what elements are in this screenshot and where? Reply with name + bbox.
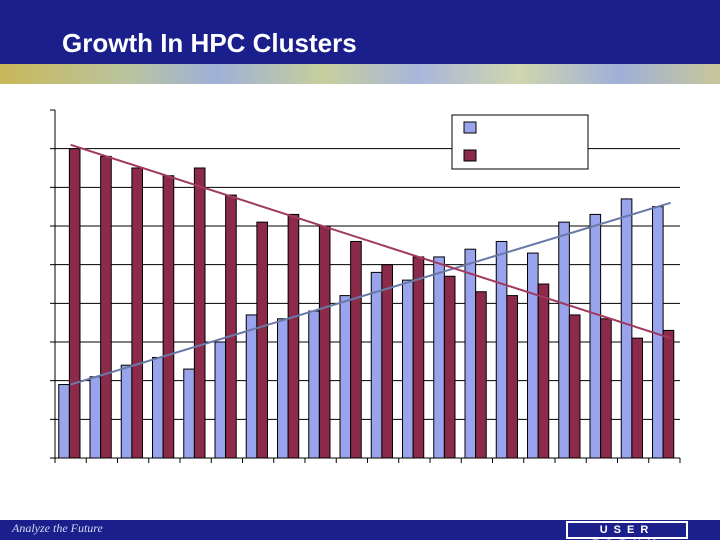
bar-series-1-4	[152, 356, 164, 459]
bar-series-1-12	[402, 279, 414, 459]
bar-series-2-8	[287, 213, 300, 459]
bar-series-1-15	[495, 240, 508, 459]
bar-series-1-8	[277, 318, 289, 459]
bar-series-2-6	[225, 194, 237, 459]
bar-series-2-20	[662, 329, 675, 459]
user-forum-logo: USER FORUM	[566, 521, 688, 550]
footer-bar: Analyze the Future USER FORUM	[0, 520, 720, 550]
bar-series-1-13	[433, 256, 445, 459]
bar-series-2-12	[412, 256, 425, 459]
bar-series-2-9	[318, 225, 331, 459]
bar-series-2-19	[631, 337, 643, 459]
bar-series-1-11	[370, 271, 383, 459]
footer-tagline: Analyze the Future	[12, 521, 103, 535]
bar-series-2-1	[68, 148, 81, 459]
trend-line-series-1	[70, 201, 671, 386]
bar-series-2-2	[100, 155, 112, 459]
chart-area	[0, 84, 720, 520]
bar-series-2-17	[568, 314, 581, 459]
bar-series-1-14	[464, 248, 477, 459]
bar-series-1-16	[527, 252, 539, 459]
bar-series-2-16	[537, 283, 550, 459]
decorative-stripe	[0, 64, 720, 84]
bar-series-2-4	[162, 175, 175, 459]
bar-series-1-7	[245, 314, 258, 459]
bar-series-2-3	[131, 167, 143, 459]
bar-series-1-9	[308, 310, 320, 459]
bar-series-2-14	[475, 291, 487, 459]
slide-title: Growth In HPC Clusters	[62, 28, 357, 58]
bar-series-1-3	[120, 364, 133, 459]
legend-swatch-series-1	[463, 121, 477, 134]
bar-series-1-1	[58, 384, 70, 459]
bar-chart	[50, 109, 681, 463]
bar-series-2-5	[193, 167, 206, 459]
bar-series-1-6	[214, 341, 227, 459]
bar-series-1-18	[589, 213, 602, 459]
bar-series-1-10	[339, 295, 352, 459]
bar-series-2-18	[600, 318, 612, 459]
bar-series-2-13	[443, 275, 456, 459]
bar-series-2-7	[256, 221, 268, 459]
bar-series-2-10	[350, 240, 362, 459]
trend-line-series-2	[70, 143, 671, 340]
bar-series-1-17	[558, 221, 570, 459]
bar-series-1-5	[183, 368, 195, 459]
bar-series-2-15	[506, 295, 518, 459]
title-bar: Growth In HPC Clusters	[0, 0, 720, 64]
bar-series-2-11	[381, 264, 393, 459]
bar-series-1-19	[620, 198, 633, 459]
legend-swatch-series-2	[463, 149, 477, 162]
bar-series-1-2	[89, 376, 102, 459]
